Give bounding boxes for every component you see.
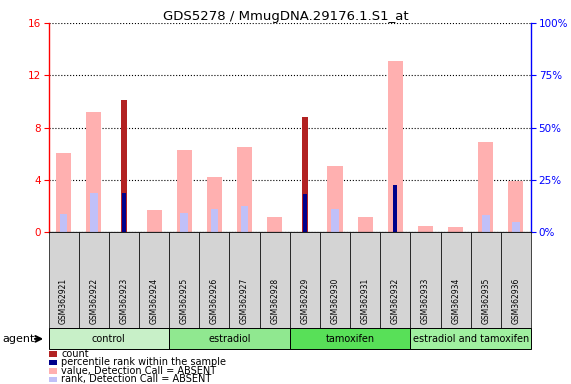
Text: control: control [92,334,126,344]
Bar [56,152,71,232]
Text: GDS5278 / MmugDNA.29176.1.S1_at: GDS5278 / MmugDNA.29176.1.S1_at [163,10,408,23]
Bar [331,209,339,232]
Text: GSM362921: GSM362921 [59,278,68,324]
Text: count: count [61,349,89,359]
Text: GSM362924: GSM362924 [150,278,159,324]
Text: GSM362931: GSM362931 [361,278,369,324]
Text: GSM362929: GSM362929 [300,278,309,324]
Text: GSM362933: GSM362933 [421,278,430,324]
Bar [328,166,343,232]
Text: rank, Detection Call = ABSENT: rank, Detection Call = ABSENT [61,374,211,384]
Bar [176,150,192,232]
Text: tamoxifen: tamoxifen [325,334,375,344]
Text: percentile rank within the sample: percentile rank within the sample [61,358,226,367]
Bar [267,217,282,232]
Text: GSM362925: GSM362925 [180,278,189,324]
Bar [211,209,218,232]
Bar [147,210,162,232]
Text: value, Detection Call = ABSENT: value, Detection Call = ABSENT [61,366,216,376]
Text: GSM362927: GSM362927 [240,278,249,324]
Bar [122,193,126,232]
Bar [482,215,489,232]
Text: GSM362926: GSM362926 [210,278,219,324]
Text: GSM362930: GSM362930 [331,278,340,324]
Text: GSM362936: GSM362936 [512,278,520,324]
Bar [302,117,308,232]
Text: agent: agent [3,334,35,344]
Text: estradiol and tamoxifen: estradiol and tamoxifen [413,334,529,344]
Bar [418,226,433,232]
Bar [180,213,188,232]
Bar [207,177,222,232]
Bar [388,61,403,232]
Text: GSM362922: GSM362922 [89,278,98,324]
Bar [90,193,98,232]
Bar [86,112,101,232]
Bar [237,147,252,232]
Text: estradiol: estradiol [208,334,251,344]
Bar [448,227,463,232]
Bar [357,217,373,232]
Text: GSM362935: GSM362935 [481,278,490,324]
Bar [508,181,524,232]
Bar [241,206,248,232]
Text: GSM362932: GSM362932 [391,278,400,324]
Text: GSM362934: GSM362934 [451,278,460,324]
Bar [393,185,397,232]
Bar [60,214,67,232]
Bar [303,194,307,232]
Bar [512,222,520,232]
Bar [121,100,127,232]
Text: GSM362928: GSM362928 [270,278,279,324]
Text: GSM362923: GSM362923 [119,278,128,324]
Bar [478,142,493,232]
